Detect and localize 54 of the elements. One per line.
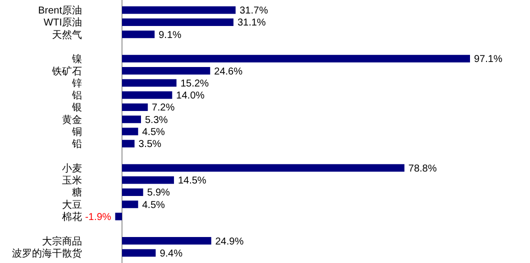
bar bbox=[122, 128, 138, 136]
y-tick-label: 铁矿石 bbox=[51, 65, 82, 78]
y-tick-label: 天然气 bbox=[52, 28, 82, 41]
bar bbox=[122, 54, 470, 62]
y-tick-label: 镍 bbox=[71, 53, 82, 66]
y-tick-label: WTI原油 bbox=[44, 16, 82, 29]
data-label: 9.4% bbox=[160, 248, 183, 260]
bar bbox=[122, 176, 174, 184]
data-label: 24.9% bbox=[215, 236, 244, 248]
bar bbox=[122, 249, 156, 257]
bar bbox=[122, 188, 144, 196]
data-label: 9.1% bbox=[158, 30, 182, 41]
bar bbox=[122, 30, 155, 38]
data-label: 5.3% bbox=[144, 114, 168, 126]
y-tick-label: 黄金 bbox=[62, 114, 82, 126]
data-label: 5.9% bbox=[147, 188, 170, 199]
data-label: 3.5% bbox=[138, 139, 162, 150]
data-label: 4.5% bbox=[142, 127, 166, 138]
y-tick-label: 玉米 bbox=[62, 174, 82, 187]
y-tick-label: 大宗商品 bbox=[42, 235, 82, 248]
data-label: 24.6% bbox=[214, 66, 243, 78]
data-label: 4.5% bbox=[142, 200, 166, 211]
bar bbox=[122, 6, 236, 14]
data-label: 7.2% bbox=[152, 102, 175, 114]
data-label: 78.8% bbox=[408, 163, 437, 174]
y-tick-label: Brent原油 bbox=[38, 4, 82, 17]
data-label: -1.9% bbox=[85, 212, 112, 223]
bar bbox=[122, 18, 234, 26]
y-tick-label: 铝 bbox=[71, 90, 82, 102]
y-tick-label: 棉花 bbox=[62, 211, 82, 223]
y-tick-label: 波罗的海干散货 bbox=[12, 247, 82, 260]
y-tick-label: 铅 bbox=[71, 139, 82, 150]
y-tick-label: 小麦 bbox=[62, 162, 82, 174]
bar bbox=[122, 79, 176, 87]
bar bbox=[122, 164, 404, 172]
data-label: 15.2% bbox=[180, 78, 209, 90]
y-tick-label: 大豆 bbox=[62, 198, 82, 211]
bar bbox=[122, 116, 141, 124]
bar bbox=[122, 200, 138, 208]
bar bbox=[122, 67, 210, 75]
data-label: 14.5% bbox=[178, 176, 206, 187]
y-tick-label: 铜 bbox=[71, 127, 82, 138]
y-tick-label: 锌 bbox=[71, 77, 82, 90]
bar bbox=[115, 212, 122, 220]
y-tick-label: 银 bbox=[71, 102, 82, 114]
bar bbox=[122, 91, 172, 99]
data-label: 31.7% bbox=[240, 6, 268, 17]
bar bbox=[122, 103, 148, 111]
data-label: 97.1% bbox=[474, 54, 502, 66]
bar bbox=[122, 237, 212, 245]
y-tick-label: 糖 bbox=[72, 186, 82, 199]
bar bbox=[122, 140, 135, 148]
data-label: 14.0% bbox=[176, 90, 205, 102]
data-label: 31.1% bbox=[237, 18, 266, 29]
